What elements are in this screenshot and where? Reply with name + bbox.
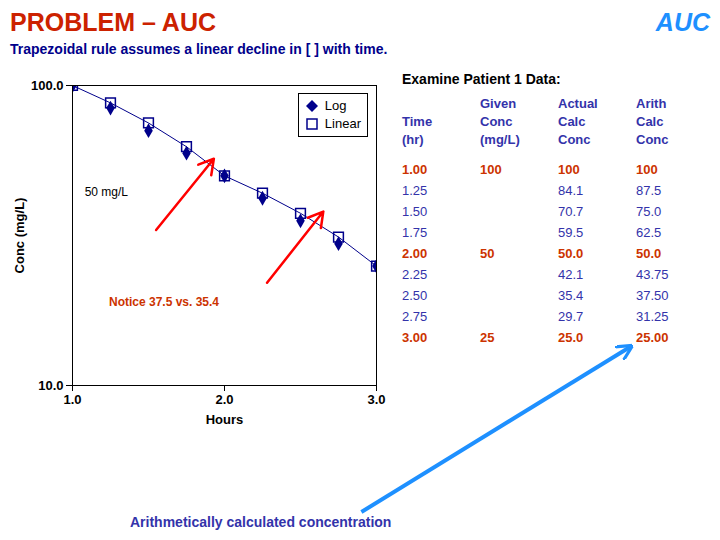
html-text:Calc: Calc: [636, 114, 664, 129]
html-text:Trapezoidal rule assumes a lin: Trapezoidal rule assumes a linear declin…: [10, 41, 388, 57]
svg-text:3.0: 3.0: [367, 392, 385, 407]
html-text:35.4: 35.4: [558, 288, 584, 303]
html-text:1.00: 1.00: [402, 162, 428, 177]
html-text:70.7: 70.7: [558, 204, 584, 219]
html-text:62.5: 62.5: [636, 225, 662, 240]
html-text:Log: Log: [324, 98, 347, 113]
html-text:Conc: Conc: [636, 132, 669, 147]
html-text:37.50: 37.50: [636, 288, 669, 303]
html-text:Linear: Linear: [324, 116, 361, 131]
html-text:Time: Time: [402, 114, 433, 129]
html-text:100: 100: [636, 162, 658, 177]
html-text:84.1: 84.1: [558, 183, 584, 198]
html-text:50.0: 50.0: [636, 246, 662, 261]
html-text:AUC: AUC: [655, 8, 710, 36]
html-text:75.0: 75.0: [636, 204, 662, 219]
svg-text:Hours: Hours: [206, 412, 244, 427]
html-text:Conc: Conc: [480, 114, 513, 129]
svg-text:10.0: 10.0: [38, 378, 63, 393]
html-text:1.25: 1.25: [402, 183, 428, 198]
html-text:100: 100: [480, 162, 502, 177]
html-text:87.5: 87.5: [636, 183, 662, 198]
html-text:59.5: 59.5: [558, 225, 584, 240]
svg-text:100.0: 100.0: [31, 78, 64, 93]
svg-text:50 mg/L: 50 mg/L: [85, 185, 129, 199]
html-text:2.75: 2.75: [402, 309, 428, 324]
svg-text:Conc (mg/L): Conc (mg/L): [12, 198, 27, 274]
svg-text:1.0: 1.0: [63, 392, 81, 407]
svg-text:2.0: 2.0: [215, 392, 233, 407]
html-text:100: 100: [558, 162, 580, 177]
html-text:31.25: 31.25: [636, 309, 669, 324]
html-text:Actual: Actual: [558, 96, 598, 111]
html-text:Arithmetically calculated conc: Arithmetically calculated concentration: [130, 514, 392, 530]
html-text:2.00: 2.00: [402, 246, 428, 261]
html-text:25: 25: [480, 330, 495, 345]
html-text:50: 50: [480, 246, 495, 261]
html-text:1.75: 1.75: [402, 225, 428, 240]
html-text:(mg/L): (mg/L): [480, 132, 520, 147]
html-text:25.0: 25.0: [558, 330, 584, 345]
svg-text:Notice 37.5 vs. 35.4: Notice 37.5 vs. 35.4: [109, 295, 219, 309]
html-text:PROBLEM – AUC: PROBLEM – AUC: [10, 8, 216, 36]
html-text:Calc: Calc: [558, 114, 586, 129]
html-text:Conc: Conc: [558, 132, 591, 147]
html-text:1.50: 1.50: [402, 204, 428, 219]
html-text:2.50: 2.50: [402, 288, 428, 303]
html-text:43.75: 43.75: [636, 267, 669, 282]
html-text:Examine Patient 1 Data:: Examine Patient 1 Data:: [402, 71, 561, 87]
html-text:42.1: 42.1: [558, 267, 584, 282]
html-text:25.00: 25.00: [636, 330, 669, 345]
html-text:50.0: 50.0: [558, 246, 584, 261]
html-text:3.00: 3.00: [402, 330, 428, 345]
html-text:2.25: 2.25: [402, 267, 428, 282]
html-text:Arith: Arith: [636, 96, 667, 111]
html-text:29.7: 29.7: [558, 309, 584, 324]
html-text:Given: Given: [480, 96, 517, 111]
html-text:(hr): (hr): [402, 132, 424, 147]
